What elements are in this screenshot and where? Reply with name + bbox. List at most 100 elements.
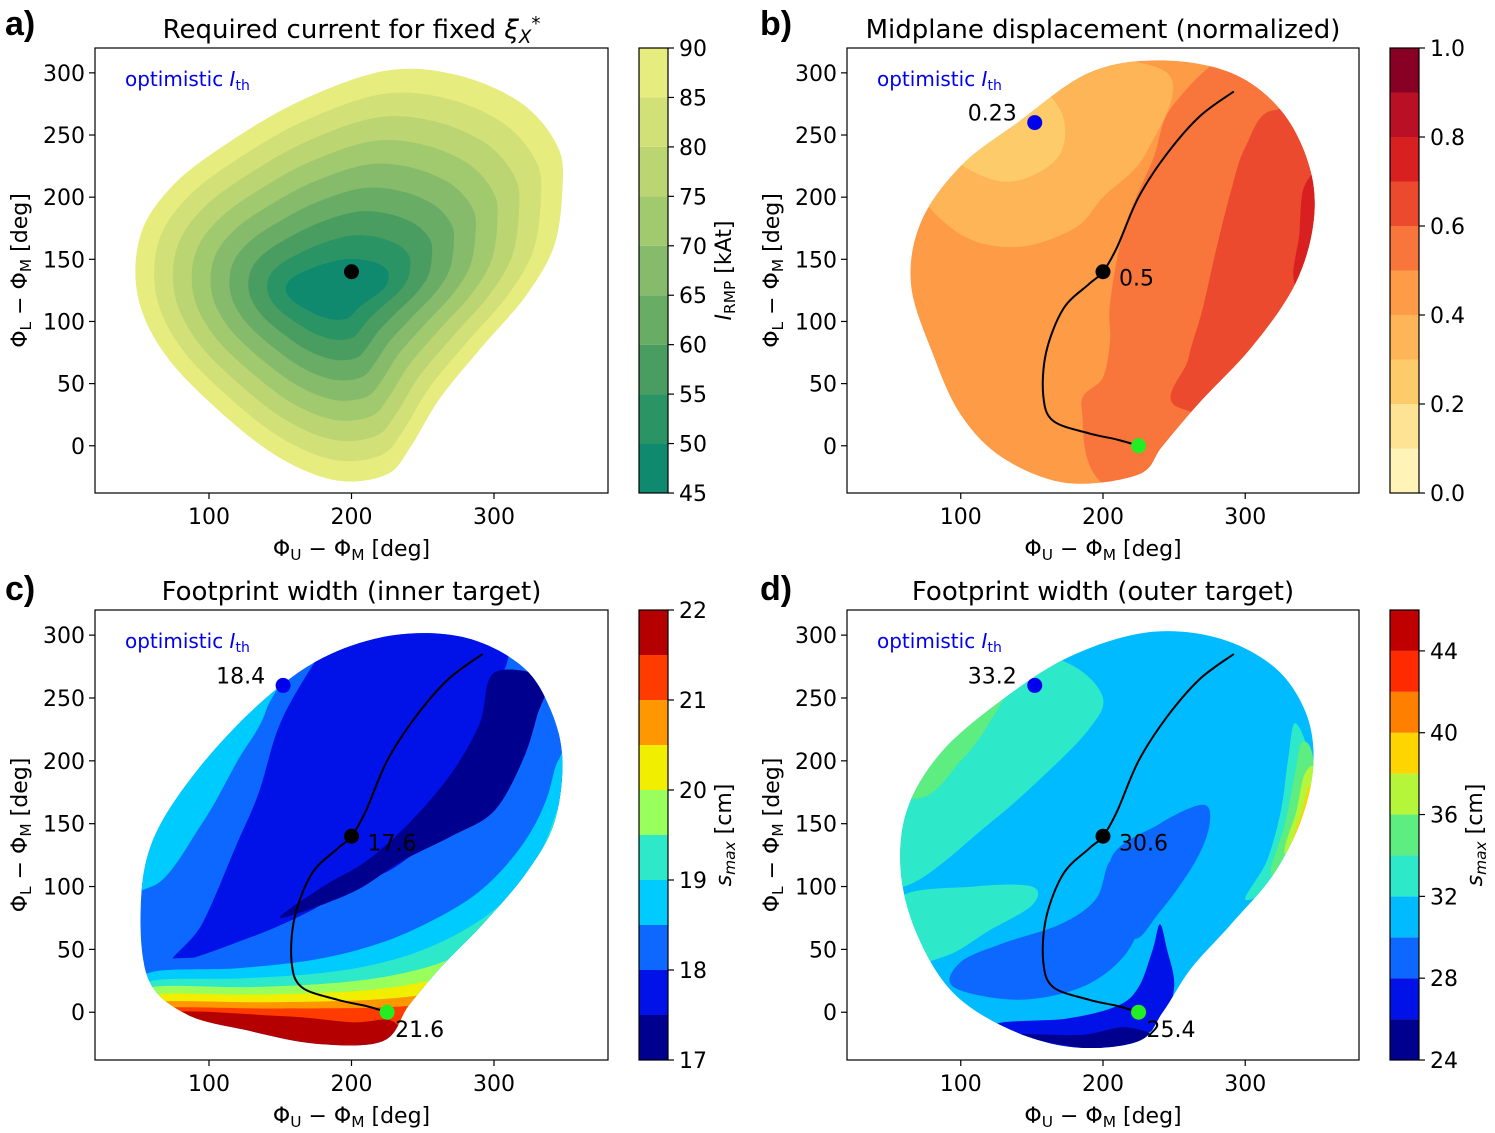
y-tick-label-part: 250 <box>795 687 837 712</box>
colorbar-tick-label: 70 <box>679 235 707 260</box>
colorbar-segment <box>1390 359 1419 404</box>
y-axis-label-part: M <box>769 823 787 836</box>
y-tick-label: 100 <box>795 310 837 335</box>
y-tick-label-part: 100 <box>43 876 85 901</box>
x-axis-label-part: Φ <box>1024 537 1041 562</box>
colorbar-tick-label-part: 40 <box>1430 722 1458 747</box>
x-tick-label-part: 300 <box>473 1072 515 1097</box>
x-tick-label: 100 <box>940 505 982 530</box>
colorbar-tick-label: 0.0 <box>1430 482 1465 507</box>
y-axis-label-part: L <box>17 886 35 895</box>
marker-black <box>1095 264 1111 280</box>
marker-black <box>344 264 359 280</box>
colorbar-label-part: [kAt] <box>712 221 737 281</box>
y-axis-label-part: Φ <box>8 330 33 347</box>
x-tick-label: 100 <box>188 1072 230 1097</box>
y-tick-label: 150 <box>795 248 837 273</box>
y-tick-label: 50 <box>57 373 85 398</box>
colorbar-label-part: [cm] <box>1463 784 1488 842</box>
x-axis-label-part: M <box>1103 546 1116 564</box>
y-tick-label: 50 <box>57 938 85 963</box>
x-tick-label: 200 <box>331 505 373 530</box>
y-tick-label-part: 250 <box>43 687 85 712</box>
panel-title-part: X <box>518 27 532 48</box>
marker-label: 33.2 <box>968 664 1017 689</box>
colorbar-tick-label-part: 21 <box>679 689 707 714</box>
panel-title-part: * <box>531 14 540 35</box>
colorbar-segment <box>639 970 668 1015</box>
colorbar-tick-label: 60 <box>679 334 707 359</box>
x-axis-label-part: [deg] <box>365 537 431 562</box>
marker-green <box>1131 438 1147 454</box>
marker-label-part: 0.23 <box>968 102 1017 127</box>
colorbar-tick-label: 65 <box>679 284 707 309</box>
contour-band <box>171 633 511 963</box>
contour-band <box>279 669 548 919</box>
marker-label-part: 21.6 <box>395 1018 444 1043</box>
y-tick-label: 300 <box>43 62 85 87</box>
y-tick-label-part: 50 <box>57 373 85 398</box>
y-axis-label-part: Φ <box>760 330 785 347</box>
colorbar-frame <box>1389 609 1420 1061</box>
y-axis-label-part: − Φ <box>760 272 785 322</box>
colorbar-segment <box>1390 1019 1419 1060</box>
x-axis-label-part: U <box>290 1113 301 1131</box>
trajectory-line <box>1041 653 1235 1014</box>
panel-title-part: ξ <box>503 15 519 45</box>
annotation-optimistic-ith-part: th <box>987 78 1001 94</box>
annotation-optimistic-ith-part: I <box>230 629 236 653</box>
y-tick-label-part: 200 <box>43 186 85 211</box>
x-tick-label: 200 <box>1082 1072 1124 1097</box>
panel-letter-part: d) <box>760 570 792 608</box>
colorbar-segment <box>1390 732 1419 774</box>
annotation-optimistic-ith-part: I <box>982 629 988 653</box>
y-axis-label-part: L <box>769 321 787 330</box>
x-tick-label: 200 <box>331 1072 373 1097</box>
x-tick-label-part: 200 <box>331 1072 373 1097</box>
x-tick-label: 100 <box>188 505 230 530</box>
colorbar-tick-label-part: 55 <box>679 383 707 408</box>
x-tick-label: 300 <box>1224 1072 1266 1097</box>
marker-label: 0.23 <box>968 102 1017 127</box>
colorbar-tick-label: 0.6 <box>1430 215 1465 240</box>
x-axis-label-part: M <box>1103 1113 1116 1131</box>
contour-band <box>1109 804 1211 939</box>
panel-letter-part: b) <box>760 5 792 43</box>
colorbar-tick-label-part: 20 <box>679 779 707 804</box>
x-tick-label: 100 <box>940 1072 982 1097</box>
colorbar-tick-label: 44 <box>1430 640 1458 665</box>
colorbar-tick-label: 21 <box>679 689 707 714</box>
panel-title-part: Midplane displacement (normalized) <box>866 15 1341 45</box>
y-tick-label-part: 150 <box>795 813 837 838</box>
colorbar: 17 18 19 20 21 22 smax [cm] <box>638 599 739 1074</box>
y-tick-label-part: 300 <box>795 62 837 87</box>
marker-blue <box>1027 115 1043 131</box>
x-tick-label-part: 200 <box>331 505 373 530</box>
colorbar-tick-label: 80 <box>679 136 707 161</box>
colorbar-tick-label-part: 90 <box>679 37 707 62</box>
annotation-optimistic-ith: optimistic Ith <box>877 67 1002 94</box>
y-tick-label: 250 <box>43 687 85 712</box>
y-tick-label-part: 100 <box>795 876 837 901</box>
annotation-optimistic-ith: optimistic Ith <box>877 629 1002 656</box>
annotation-optimistic-ith: optimistic Ith <box>125 67 250 94</box>
y-axis-label-part: L <box>769 886 787 895</box>
marker-label-part: 33.2 <box>968 664 1017 689</box>
marker-label-part: 17.6 <box>368 831 417 856</box>
colorbar-frame <box>638 47 669 494</box>
panel-letter-part: c) <box>5 570 35 608</box>
colorbar: 24 28 32 36 40 44 smax [cm] <box>1389 609 1490 1074</box>
colorbar-tick-label: 40 <box>1430 722 1458 747</box>
x-axis-label-part: − Φ <box>1053 1104 1103 1129</box>
x-axis-label-part: M <box>351 1113 364 1131</box>
marker-blue <box>1027 677 1043 693</box>
y-axis-label: ΦL − ΦM [deg] <box>760 193 787 348</box>
colorbar-tick-label: 75 <box>679 185 707 210</box>
contour-band <box>900 884 1039 966</box>
marker-green <box>1131 1004 1147 1020</box>
x-tick-label-part: 300 <box>1224 1072 1266 1097</box>
colorbar-segment <box>639 655 668 700</box>
panel-title: Footprint width (inner target) <box>162 577 542 607</box>
